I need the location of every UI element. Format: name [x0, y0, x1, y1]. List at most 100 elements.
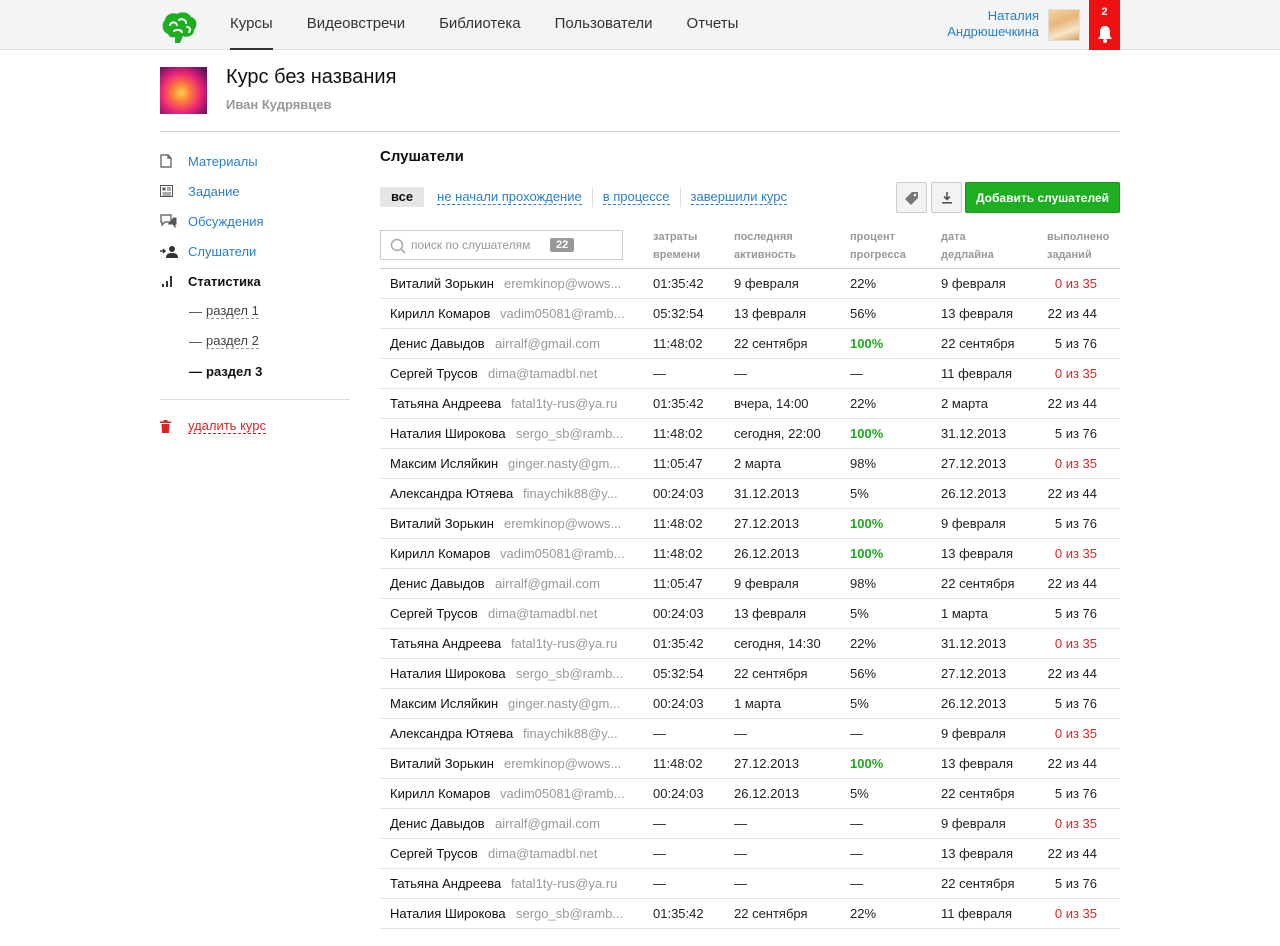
table-row[interactable]: Кирилл Комаров vadim05081@ramb... 00:24:03… [380, 779, 1120, 809]
filter-not-started[interactable]: не начали прохождение [427, 187, 593, 207]
table-row[interactable]: Денис Давыдов airralf@gmail.com 11:05:47 9 … [380, 569, 1120, 599]
download-button[interactable] [931, 182, 962, 213]
tasks-done: 5 из 76 [1054, 516, 1097, 531]
sidebar-subitem-label: раздел 3 [206, 363, 263, 379]
search-input[interactable] [411, 236, 551, 254]
tasks-done: 0 из 35 [1054, 456, 1097, 471]
listeners-count-badge: 22 [550, 238, 575, 252]
column-header-time[interactable]: затраты времени [653, 231, 701, 261]
column-header-done[interactable]: выполнено заданий [1047, 231, 1110, 261]
listener-name: Денис Давыдов [390, 336, 485, 351]
sidebar-divider [160, 399, 350, 400]
nav-item-users[interactable]: Пользователи [554, 15, 653, 32]
sidebar-item-listeners[interactable]: Слушатели [160, 236, 350, 266]
table-row[interactable]: Наталия Широкова sergo_sb@ramb... 05:32:54… [380, 659, 1120, 689]
time-spent: — [653, 816, 666, 831]
listener-email: vadim05081@ramb... [500, 546, 625, 561]
listener-name: Александра Ютяева [390, 486, 514, 501]
progress-percent: 5% [850, 606, 869, 621]
listener-name: Виталий Зорькин [390, 756, 494, 771]
table-row[interactable]: Наталия Широкова sergo_sb@ramb... 11:48:02… [380, 419, 1120, 449]
listener-name: Кирилл Комаров [390, 306, 491, 321]
table-row[interactable]: Денис Давыдов airralf@gmail.com — — — 9 февра… [380, 809, 1120, 839]
sidebar-item-materials[interactable]: Материалы [160, 146, 350, 176]
notifications-button[interactable]: 2 [1089, 0, 1120, 50]
table-row[interactable]: Кирилл Комаров vadim05081@ramb... 05:32:54… [380, 299, 1120, 329]
deadline-date: 9 февраля [941, 276, 1006, 291]
column-header-activity[interactable]: последняя активность [734, 231, 797, 261]
listener-email: finaychik88@y... [523, 726, 618, 741]
nav-item-courses[interactable]: Курсы [230, 0, 273, 50]
table-row[interactable]: Сергей Трусов dima@tamadbl.net 00:24:03 13 … [380, 599, 1120, 629]
avatar[interactable] [1048, 9, 1080, 41]
tasks-done: 0 из 35 [1054, 546, 1097, 561]
progress-percent: 5% [850, 786, 869, 801]
last-activity: вчера, 14:00 [734, 396, 809, 411]
time-spent: 00:24:03 [653, 486, 704, 501]
nav-item-videomeetings[interactable]: Видеовстречи [306, 15, 406, 32]
add-listeners-button[interactable]: Добавить слушателей [965, 182, 1120, 213]
table-row[interactable]: Виталий Зорькин eremkinop@wows... 01:35:42… [380, 269, 1120, 299]
sidebar-item-statistics[interactable]: Статистика [160, 266, 350, 296]
table-row[interactable]: Наталия Широкова sergo_sb@ramb... 01:35:42… [380, 899, 1120, 929]
last-activity: 22 сентября [734, 336, 808, 351]
table-row[interactable]: Максим Исляйкин ginger.nasty@gm... 11:05:4… [380, 449, 1120, 479]
table-row[interactable]: Татьяна Андреева fatal1ty-rus@ya.ru 01:35:… [380, 629, 1120, 659]
listener-email: vadim05081@ramb... [500, 786, 625, 801]
listener-email: sergo_sb@ramb... [516, 666, 624, 681]
deadline-date: 2 марта [941, 396, 988, 411]
table-row[interactable]: Кирилл Комаров vadim05081@ramb... 11:48:02… [380, 539, 1120, 569]
sidebar-subitem-section-3[interactable]: — раздел 3 [189, 363, 263, 379]
table-row[interactable]: Виталий Зорькин eremkinop@wows... 11:48:02… [380, 509, 1120, 539]
table-row[interactable]: Татьяна Андреева fatal1ty-rus@ya.ru 01:35:… [380, 389, 1120, 419]
listener-email: fatal1ty-rus@ya.ru [511, 876, 618, 891]
sidebar: Материалы Задание Обсуждения Слушатели С… [160, 146, 350, 439]
listener-email: fatal1ty-rus@ya.ru [511, 396, 618, 411]
last-activity: 22 сентября [734, 906, 808, 921]
table-row[interactable]: Сергей Трусов dima@tamadbl.net — — — 11 февра… [380, 359, 1120, 389]
last-activity: 13 февраля [734, 306, 806, 321]
listener-email: ginger.nasty@gm... [508, 696, 621, 711]
column-header-deadline[interactable]: дата дедлайна [941, 231, 994, 261]
deadline-date: 13 февраля [941, 546, 1013, 561]
last-activity: 13 февраля [734, 606, 806, 621]
nav-item-reports[interactable]: Отчеты [686, 15, 739, 32]
course-author: Иван Кудрявцев [226, 97, 332, 112]
delete-course-button[interactable]: удалить курс [160, 413, 350, 439]
download-icon [941, 192, 952, 204]
sidebar-subitem-section-2[interactable]: — раздел 2 [189, 333, 259, 349]
table-row[interactable]: Александра Ютяева finaychik88@y... — — — 9 фе… [380, 719, 1120, 749]
table-row[interactable]: Александра Ютяева finaychik88@y... 00:24:0… [380, 479, 1120, 509]
table-row[interactable]: Максим Исляйкин ginger.nasty@gm... 00:24:0… [380, 689, 1120, 719]
progress-percent: — [850, 816, 863, 831]
progress-percent: 5% [850, 486, 869, 501]
column-header-progress[interactable]: процент прогресса [850, 231, 906, 261]
listener-email: ginger.nasty@gm... [508, 456, 621, 471]
task-icon [160, 185, 173, 197]
listener-email: airralf@gmail.com [495, 336, 600, 351]
sidebar-item-discussions[interactable]: Обсуждения [160, 206, 350, 236]
table-row[interactable]: Сергей Трусов dima@tamadbl.net — — — 13 февра… [380, 839, 1120, 869]
tag-icon [904, 191, 918, 205]
brain-logo-icon[interactable] [160, 10, 198, 44]
tag-button[interactable] [896, 182, 927, 213]
last-activity: 26.12.2013 [734, 546, 800, 561]
sidebar-subitem-section-1[interactable]: — раздел 1 [189, 303, 259, 319]
sidebar-item-task[interactable]: Задание [160, 176, 350, 206]
last-activity: 9 февраля [734, 576, 799, 591]
listener-email: eremkinop@wows... [504, 516, 622, 531]
table-row[interactable]: Татьяна Андреева fatal1ty-rus@ya.ru — — — 22 … [380, 869, 1120, 899]
progress-percent: 56% [850, 666, 877, 681]
filter-all[interactable]: все [380, 187, 425, 207]
table-row[interactable]: Денис Давыдов airralf@gmail.com 11:48:02 22… [380, 329, 1120, 359]
listener-name: Наталия Широкова [390, 906, 506, 921]
nav-item-library[interactable]: Библиотека [439, 15, 521, 32]
trash-icon [160, 419, 171, 433]
listener-name: Максим Исляйкин [390, 456, 499, 471]
progress-percent: 22% [850, 906, 877, 921]
filter-completed[interactable]: завершили курс [690, 189, 787, 205]
table-row[interactable]: Виталий Зорькин eremkinop@wows... 11:48:02… [380, 749, 1120, 779]
last-activity: 22 сентября [734, 666, 808, 681]
filter-in-progress[interactable]: в процессе [593, 187, 681, 207]
user-name-link[interactable]: Наталия Андрюшечкина [899, 8, 1039, 40]
